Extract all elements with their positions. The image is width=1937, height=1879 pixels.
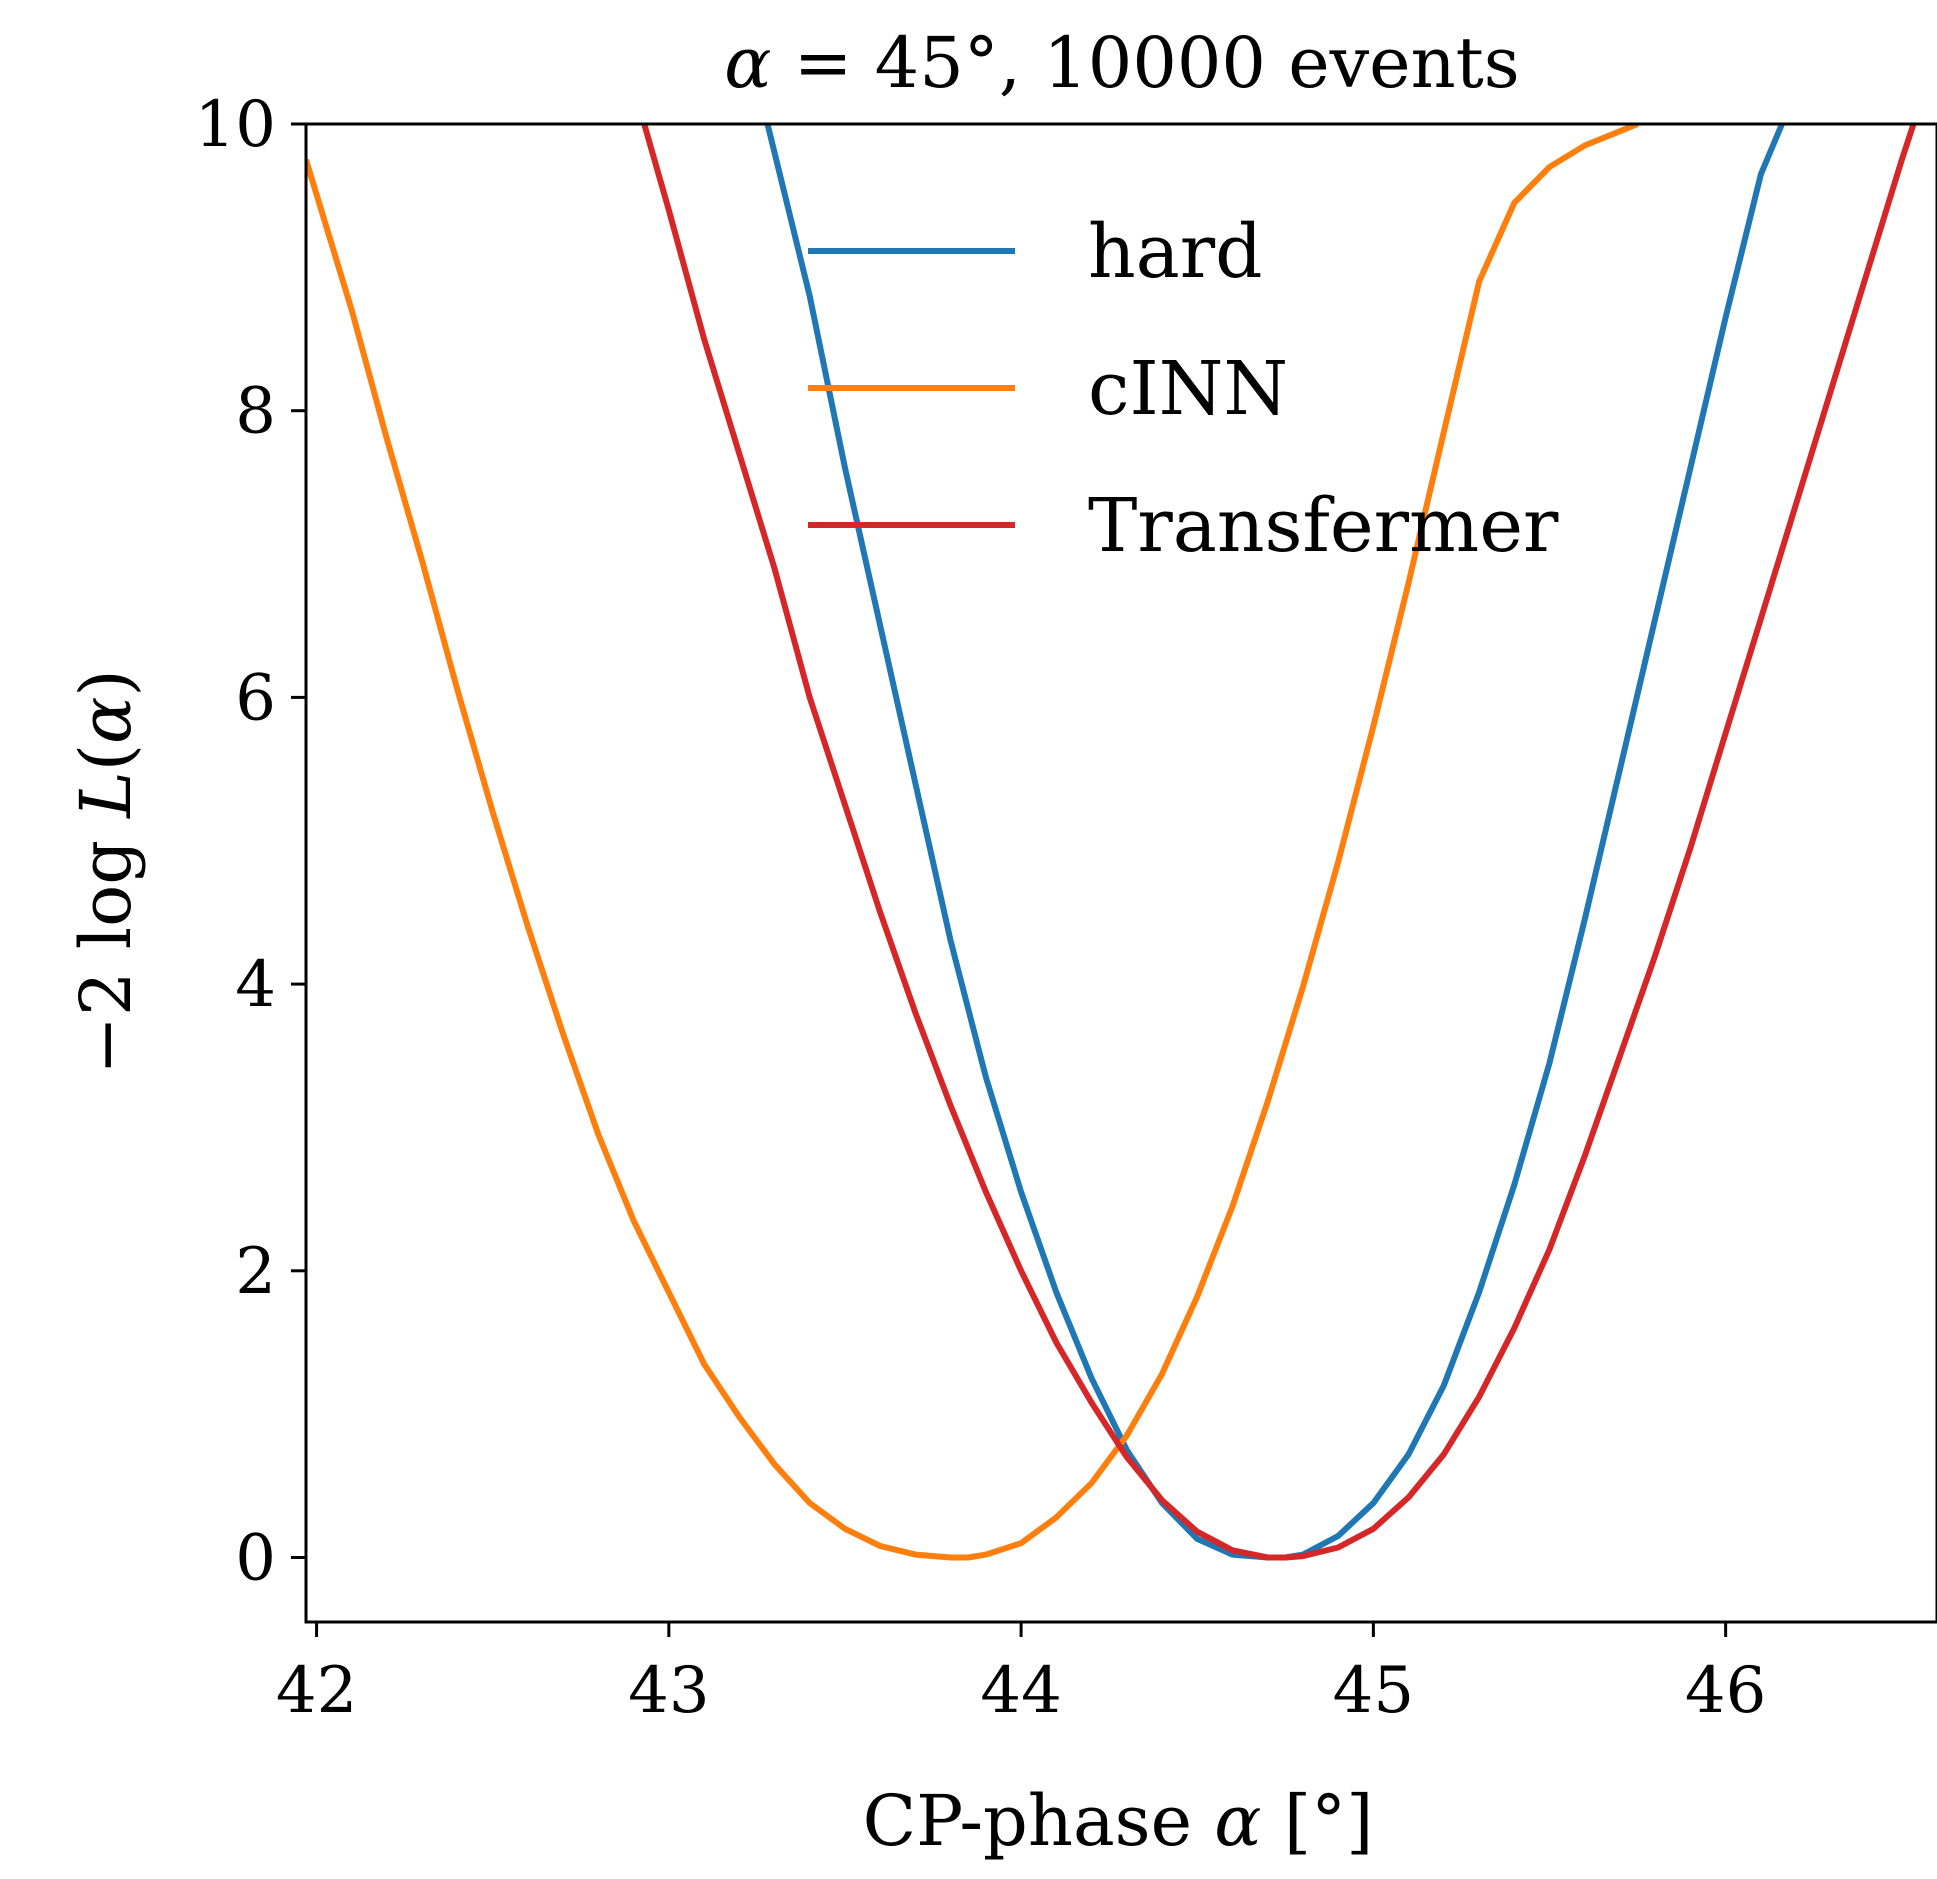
x-tick-label: 43 — [628, 1654, 709, 1728]
x-tick-label: 44 — [980, 1654, 1061, 1728]
chart-title-text: = 45°, 10000 events — [772, 22, 1520, 104]
y-tick-label: 2 — [235, 1235, 276, 1309]
series-line-hard — [764, 124, 1785, 1561]
series-group — [306, 124, 1917, 1561]
y-tick-label: 10 — [195, 88, 276, 162]
legend: hard cINN Transfermer — [808, 209, 1559, 569]
x-tick-label: 45 — [1333, 1654, 1414, 1728]
legend-label-hard: hard — [1088, 209, 1263, 295]
legend-label-cinn: cINN — [1088, 346, 1288, 432]
y-axis-label-alpha: α — [65, 697, 147, 744]
y-axis-label-prefix: −2 log — [65, 818, 147, 1075]
y-axis-label-close: ) — [65, 669, 147, 696]
y-tick-label: 8 — [235, 375, 276, 449]
y-axis-label-open: ( — [65, 744, 147, 771]
y-axis-label-L: L — [65, 771, 147, 819]
legend-label-transfermer: Transfermer — [1088, 483, 1559, 569]
x-tick-label: 46 — [1685, 1654, 1766, 1728]
x-axis-label-alpha: α — [1214, 1780, 1261, 1862]
chart-title-alpha: α — [724, 22, 771, 104]
x-axis-label: CP-phase α [°] — [863, 1780, 1374, 1862]
y-tick-label: 0 — [235, 1521, 276, 1595]
plot-frame — [304, 122, 1937, 1624]
y-axis-ticks: 0 2 4 6 8 10 — [195, 88, 306, 1595]
x-tick-label: 42 — [276, 1654, 357, 1728]
x-axis-label-prefix: CP-phase — [863, 1780, 1215, 1862]
chart-title: α = 45°, 10000 events — [724, 22, 1519, 104]
x-axis-label-suffix: [°] — [1262, 1780, 1374, 1862]
series-line-transfermer — [641, 124, 1917, 1561]
series-line-cinn — [306, 124, 1639, 1561]
y-tick-label: 4 — [235, 948, 276, 1022]
y-tick-label: 6 — [235, 661, 276, 735]
y-axis-label: −2 log L(α) — [65, 669, 147, 1074]
x-axis-ticks: 42 43 44 45 46 — [276, 1622, 1766, 1728]
